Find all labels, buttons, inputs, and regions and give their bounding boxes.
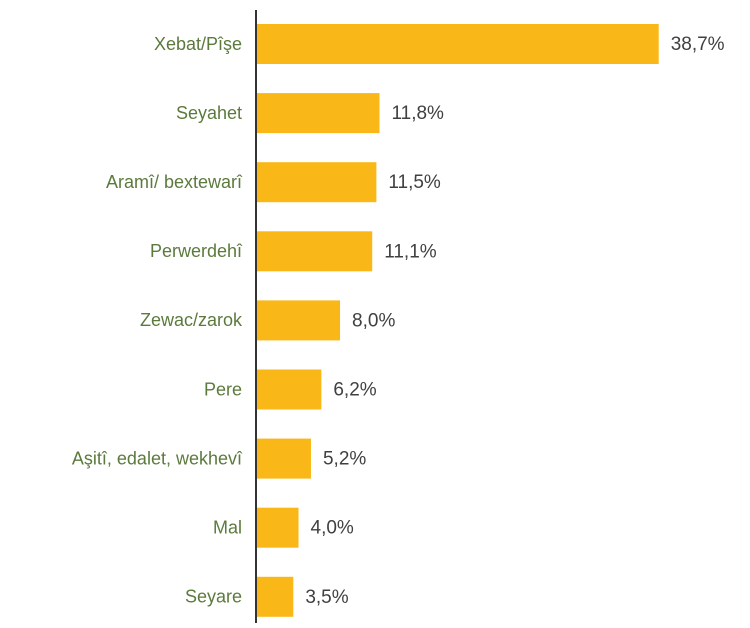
category-label: Mal	[213, 517, 242, 537]
value-label: 11,1%	[384, 241, 437, 262]
bar	[257, 93, 380, 134]
bar	[257, 231, 373, 272]
category-label: Xebat/Pîşe	[154, 34, 242, 54]
category-label: Aramî/ bextewarî	[106, 172, 243, 192]
category-label: Aşitî, edalet, wekhevî	[72, 448, 243, 468]
value-label: 6,2%	[333, 380, 376, 401]
bar	[257, 576, 294, 617]
value-label: 11,8%	[391, 103, 444, 124]
value-label: 4,0%	[311, 518, 354, 539]
bar	[257, 507, 299, 548]
value-label: 11,5%	[388, 172, 441, 193]
bar	[257, 24, 659, 64]
value-label: 3,5%	[305, 587, 348, 608]
value-label: 8,0%	[352, 310, 395, 331]
category-label: Zewac/zarok	[140, 310, 243, 330]
bar	[257, 369, 322, 410]
value-label: 38,7%	[671, 34, 725, 55]
category-label: Perwerdehî	[150, 241, 243, 261]
category-label: Pere	[204, 379, 242, 399]
bar	[257, 300, 341, 341]
value-label: 5,2%	[323, 449, 366, 470]
category-label: Seyare	[185, 587, 242, 607]
bar	[257, 438, 311, 479]
category-label: Seyahet	[176, 103, 242, 123]
bar	[257, 162, 377, 203]
